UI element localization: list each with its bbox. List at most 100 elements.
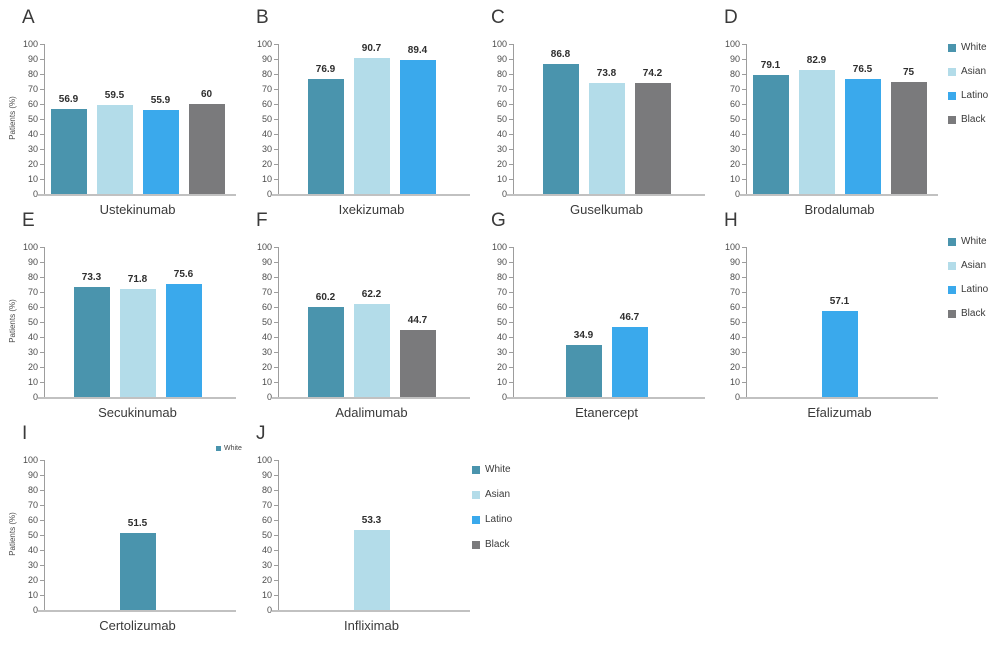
y-tick-mark [509, 149, 513, 150]
y-tick-mark [742, 74, 746, 75]
y-tick-label: 20 [261, 575, 272, 585]
y-tick-label: 90 [27, 470, 38, 480]
legend-item-latino: Latino [948, 90, 988, 101]
drug-name-label: Ustekinumab [99, 202, 176, 217]
x-axis-line [507, 194, 705, 196]
y-tick-label: 30 [729, 144, 740, 154]
bar-white: 86.8 [542, 49, 579, 194]
y-tick-label: 50 [27, 530, 38, 540]
y-tick-mark [742, 119, 746, 120]
bar-black: 60 [188, 89, 225, 194]
bar-value-label: 59.5 [104, 89, 125, 101]
y-tick-label: 40 [729, 332, 740, 342]
bar-asian: 71.8 [119, 274, 156, 397]
y-tick-mark [742, 337, 746, 338]
drug-name-label: Secukinumab [98, 405, 177, 420]
y-tick-label: 100 [724, 242, 740, 252]
y-tick-mark [742, 292, 746, 293]
y-tick-label: 70 [27, 287, 38, 297]
bar-value-label: 75 [902, 66, 915, 78]
y-tick-label: 10 [27, 590, 38, 600]
legend-label: Black [485, 539, 510, 550]
legend-item-asian: Asian [948, 260, 988, 271]
y-tick-mark [509, 74, 513, 75]
y-tick-mark [509, 382, 513, 383]
y-tick-mark [40, 505, 44, 506]
y-tick-label: 40 [261, 332, 272, 342]
bar-latino: 57.1 [821, 296, 858, 397]
y-tick-mark [274, 89, 278, 90]
plot-area: 60.2 62.2 44.7 [279, 247, 464, 397]
panel-letter-b: B [256, 7, 269, 28]
y-tick-label: 0 [501, 189, 507, 199]
legend-label: Asian [961, 66, 987, 77]
y-tick-label: 60 [27, 302, 38, 312]
y-tick-label: 70 [261, 500, 272, 510]
y-tick-mark [40, 352, 44, 353]
y-tick-label: 40 [496, 129, 507, 139]
legend-item-white: White [216, 445, 242, 453]
y-tick-label: 70 [496, 84, 507, 94]
y-tick-label: 20 [729, 362, 740, 372]
y-tick-label: 60 [729, 302, 740, 312]
y-tick-label: 10 [729, 377, 740, 387]
plot-area: 34.9 46.7 [514, 247, 699, 397]
drug-name-label: Adalimumab [335, 405, 408, 420]
y-tick-mark [274, 44, 278, 45]
y-tick-mark [40, 307, 44, 308]
legend-item-latino: Latino [472, 514, 512, 525]
legend-item-black: Black [472, 539, 512, 550]
y-tick-mark [509, 89, 513, 90]
drug-name-label: Efalizumab [807, 405, 872, 420]
legend-item-latino: Latino [948, 284, 988, 295]
y-tick-mark [509, 262, 513, 263]
y-tick-mark [509, 337, 513, 338]
y-tick-label: 60 [496, 302, 507, 312]
y-tick-mark [40, 262, 44, 263]
y-tick-label: 60 [261, 302, 272, 312]
y-axis-line [746, 247, 747, 397]
drug-name-label: Etanercept [575, 405, 638, 420]
x-axis-line [507, 397, 705, 399]
bar-latino: 55.9 [142, 95, 179, 194]
y-tick-mark [40, 89, 44, 90]
y-tick-mark [274, 337, 278, 338]
panel-e: E Patients (%) 100 90 80 70 60 50 40 30 20 10 0 73.3 7… [8, 210, 246, 426]
legend-label: Black [961, 114, 986, 125]
plot-area: 56.9 59.5 55.9 60 [45, 44, 230, 194]
legend-row1: White Asian Latino Black [948, 42, 988, 138]
y-tick-label: 50 [27, 317, 38, 327]
legend-label: White [224, 445, 242, 452]
legend-item-asian: Asian [948, 66, 988, 77]
y-tick-label: 30 [261, 347, 272, 357]
y-tick-mark [274, 179, 278, 180]
y-tick-label: 40 [729, 129, 740, 139]
bar-latino: 89.4 [399, 45, 436, 194]
drug-name-label: Brodalumab [804, 202, 875, 217]
y-tick-mark [742, 44, 746, 45]
y-tick-mark [509, 104, 513, 105]
legend-label: Latino [961, 284, 989, 295]
bar-value-label: 75.6 [173, 268, 194, 280]
y-tick-mark [274, 119, 278, 120]
x-axis-line [740, 194, 938, 196]
y-tick-label: 90 [261, 54, 272, 64]
legend-label: Asian [961, 260, 987, 271]
bar-value-label: 55.9 [150, 95, 171, 107]
y-tick-label: 80 [261, 485, 272, 495]
legend-item-black: Black [948, 308, 988, 319]
y-tick-label: 50 [261, 530, 272, 540]
y-axis-line [44, 460, 45, 610]
y-tick-mark [40, 59, 44, 60]
y-tick-mark [274, 535, 278, 536]
y-tick-label: 0 [32, 189, 38, 199]
y-tick-label: 80 [729, 272, 740, 282]
y-tick-mark [509, 292, 513, 293]
y-tick-label: 0 [266, 605, 272, 615]
y-tick-mark [274, 505, 278, 506]
legend-swatch-asian [948, 67, 956, 76]
y-tick-label: 80 [496, 272, 507, 282]
panel-a: A Patients (%) 100 90 80 70 60 50 40 30 20 10 0 56.9 5… [8, 7, 246, 223]
y-tick-mark [40, 277, 44, 278]
